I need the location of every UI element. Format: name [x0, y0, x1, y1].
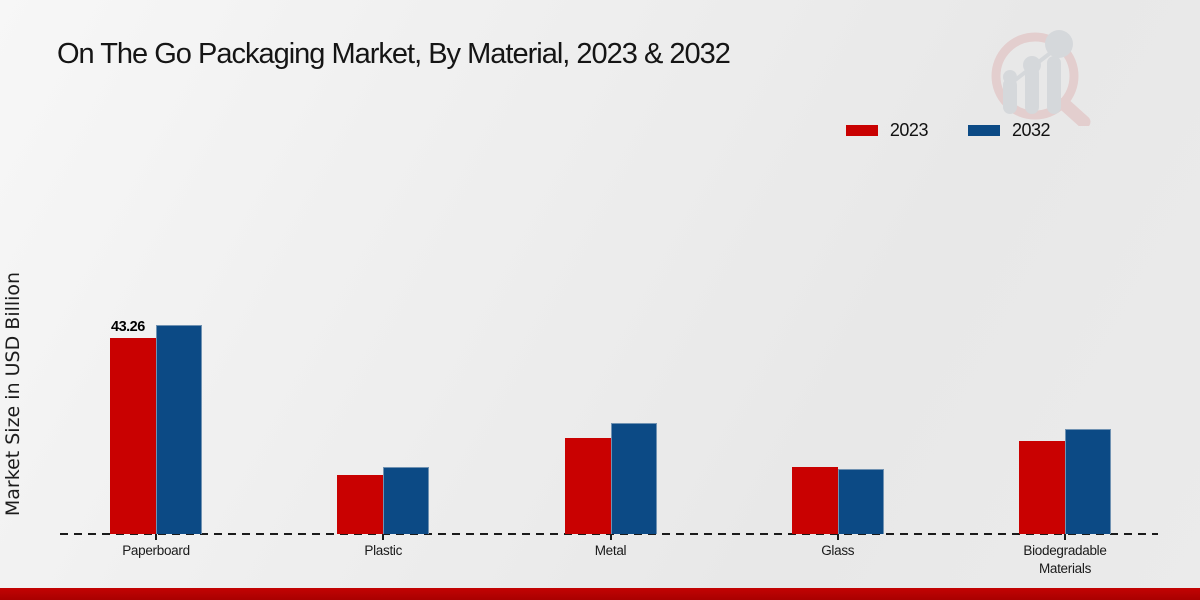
legend-swatch-2032	[967, 125, 1000, 136]
x-axis-category-label-glass: Glass	[821, 543, 855, 558]
bar-2032-metal	[610, 423, 657, 534]
bar-2023-plastic	[337, 475, 384, 534]
chart-title: On The Go Packaging Market, By Material,…	[57, 38, 731, 70]
footer-accent-bar	[0, 588, 1200, 600]
x-axis-tick-plastic	[382, 534, 385, 540]
magnifier-barchart-logo-icon	[991, 30, 1091, 126]
bar-value-label: 43.26	[111, 319, 145, 335]
legend: 2023 2032	[845, 120, 1051, 141]
legend-item-2032: 2032	[967, 120, 1051, 141]
x-axis-dashed-baseline	[60, 533, 1158, 535]
bar-2032-glass	[837, 469, 884, 534]
bar-2023-metal	[564, 438, 611, 534]
bar-2032-paperboard	[156, 325, 202, 534]
x-axis-category-label-paperboard: Paperboard	[122, 543, 190, 558]
legend-label-2023: 2023	[889, 120, 929, 140]
bar-2032-plastic	[383, 467, 430, 534]
x-axis-category-label-biodegradable-materials: Biodegradable Materials	[1023, 543, 1107, 577]
bar-2023-biodegradable-materials	[1019, 441, 1065, 534]
bar-2023-paperboard	[110, 338, 156, 534]
x-axis-tick-glass	[836, 534, 839, 540]
x-axis-tick-paperboard	[155, 534, 157, 540]
x-axis-category-label-plastic: Plastic	[364, 543, 403, 558]
x-axis-tick-biodegradable-materials	[1064, 534, 1066, 540]
legend-item-2023: 2023	[845, 120, 929, 141]
bar-2023-glass	[791, 467, 838, 534]
legend-label-2032: 2032	[1011, 120, 1051, 140]
x-axis-tick-metal	[609, 534, 612, 540]
legend-swatch-2023	[845, 125, 878, 136]
x-axis-category-label-metal: Metal	[594, 543, 627, 558]
bar-2032-biodegradable-materials	[1065, 429, 1111, 534]
